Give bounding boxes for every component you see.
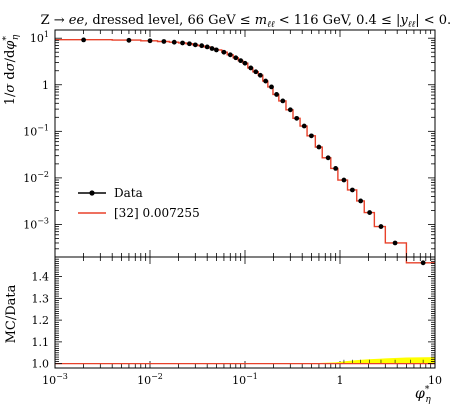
main-plot: 101 1 10−1 10−2 10−3	[23, 29, 436, 266]
data-point	[161, 39, 167, 44]
ratio-ylabel: MC/Data	[4, 284, 19, 343]
data-point	[392, 240, 398, 246]
data-point	[367, 210, 373, 215]
data-point	[325, 155, 331, 161]
ylabel-a: 1/	[3, 92, 18, 105]
ratio-y-tick-label: 1.2	[32, 314, 50, 327]
x-tick-label: 10−1	[232, 372, 258, 387]
ylabel-sub: η	[11, 34, 21, 40]
data-point	[248, 65, 254, 71]
x-tick-label: 1	[337, 374, 344, 387]
data-point	[242, 60, 248, 66]
title-y: y	[399, 13, 408, 28]
main-ylabel: 1/σ dσ/dφ*η	[2, 34, 21, 105]
data-point	[358, 198, 364, 204]
data-point	[209, 46, 215, 51]
xlabel-sub: η	[425, 395, 431, 405]
data-point	[349, 187, 355, 193]
data-point	[280, 98, 286, 104]
ylabel-sup: *	[2, 36, 12, 41]
main-y-tick-label: 101	[30, 30, 49, 45]
data-point	[378, 224, 384, 229]
data-point	[253, 69, 259, 75]
data-point	[420, 260, 426, 266]
data-point	[238, 58, 244, 64]
data-point	[333, 165, 339, 171]
x-tick-label: 10−2	[137, 372, 163, 387]
legend-data-label: Data	[114, 186, 143, 200]
ylabel-sigma: σ	[3, 83, 18, 93]
data-point	[233, 55, 239, 61]
ylabel-sigma2: σ	[3, 61, 18, 71]
xlabel: φ* η	[415, 385, 431, 405]
title-m: m	[255, 13, 267, 28]
ylabel-phi: φ	[3, 40, 18, 50]
title-ee: ee	[69, 13, 85, 28]
data-point	[309, 133, 314, 139]
data-point	[257, 72, 263, 78]
ratio-y-tick-label: 1.3	[32, 292, 50, 305]
main-y-tick-label: 10−3	[23, 216, 49, 231]
data-point	[171, 39, 177, 45]
title-mid2: < 116 GeV, 0.4 ≤ |	[275, 13, 401, 28]
legend-mc-label: [32] 0.007255	[114, 206, 200, 220]
data-point	[187, 41, 192, 47]
data-point	[204, 44, 210, 50]
data-point	[287, 107, 293, 113]
legend-data-marker	[89, 190, 95, 196]
data-point	[274, 92, 279, 97]
data-point	[126, 37, 132, 43]
ratio-y-tick-label: 1.1	[32, 336, 50, 349]
data-point	[214, 47, 219, 53]
ratio-y-tick-label: 1.4	[32, 271, 50, 284]
ylabel-c: /d	[3, 50, 18, 63]
data-point	[221, 49, 227, 55]
title-ll: ℓℓ	[267, 20, 275, 30]
ylabel-b: d	[3, 71, 18, 83]
main-y-tick-label: 10−2	[23, 170, 49, 185]
mc-histogram-line	[55, 38, 435, 264]
title-suffix: | < 0.8	[415, 13, 450, 28]
x-tick-label: 10	[428, 374, 442, 387]
data-point	[263, 78, 269, 84]
data-point	[316, 144, 322, 150]
ratio-plot: 1.4 1.3 1.2 1.1 1.010−3 10−2 10−1 1 10	[32, 256, 442, 387]
title-ll2: ℓℓ	[408, 20, 416, 30]
data-point	[227, 52, 233, 58]
ratio-frame	[54, 256, 436, 369]
xlabel-sup: *	[425, 385, 430, 395]
title-prefix: Z →	[41, 13, 69, 28]
data-point	[301, 123, 307, 129]
main-y-tick-label: 1	[42, 79, 49, 92]
data-point	[199, 43, 205, 49]
data-point	[192, 42, 198, 48]
ratio-y-tick-label: 1.0	[32, 358, 50, 371]
data-point	[81, 37, 86, 43]
legend: Data [32] 0.007255	[78, 186, 200, 220]
xlabel-phi: φ	[415, 386, 425, 402]
data-point	[147, 38, 153, 44]
chart-title: Z → ee, dressed level, 66 GeV ≤ mℓℓ < 11…	[41, 13, 450, 30]
data-point	[269, 84, 274, 90]
title-mid1: , dressed level, 66 GeV ≤	[84, 13, 255, 28]
ratio-uncertainty-band	[55, 357, 435, 364]
data-point	[294, 115, 300, 121]
data-point	[341, 177, 347, 183]
data-point	[180, 40, 185, 46]
main-y-tick-label: 10−1	[23, 123, 49, 138]
x-tick-label: 10−3	[42, 372, 68, 387]
